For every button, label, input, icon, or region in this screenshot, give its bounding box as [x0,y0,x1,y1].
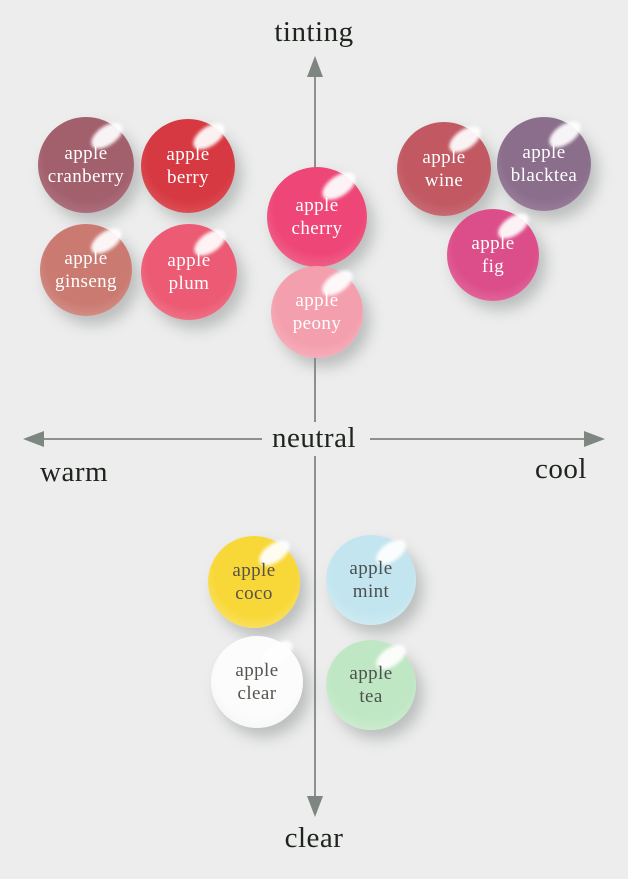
swatch-label-line2: peony [292,313,342,334]
arrow-up-icon [307,56,323,77]
swatch-label-line1: apple [64,248,108,269]
swatch-apple-fig: apple fig [447,208,539,301]
horizontal-axis-line-left [32,438,262,440]
swatch-apple-mint: apple mint [326,534,416,625]
swatch-apple-berry: apple berry [141,118,235,213]
swatch-label: apple coco [208,536,300,628]
swatch-apple-blacktea: apple blacktea [497,116,591,211]
swatch-label-line2: fig [481,256,505,277]
swatch-apple-cherry: apple cherry [267,166,367,267]
horizontal-axis-line-right [370,438,596,440]
swatch-label-line2: berry [166,167,210,188]
swatch-apple-wine: apple wine [397,121,491,216]
swatch-label-line2: ginseng [55,271,117,292]
swatch-label: apple cherry [267,167,367,267]
swatch-label: apple blacktea [497,117,591,211]
swatch-label-line1: apple [522,142,566,163]
swatch-apple-cranberry: apple cranberry [38,116,134,213]
axis-label-warm: warm [40,456,109,488]
swatch-label: apple mint [326,535,416,625]
swatch-apple-plum: apple plum [141,223,237,320]
swatch-label: apple tea [326,640,416,730]
swatch-label-line1: apple [167,250,211,271]
arrow-down-icon [307,796,323,817]
arrow-left-icon [23,431,44,447]
swatch-label-line1: apple [422,147,466,168]
vertical-axis-line-bottom [314,456,316,798]
swatch-apple-ginseng: apple ginseng [40,223,132,316]
swatch-label-line1: apple [64,143,108,164]
swatch-label-line1: apple [471,233,515,254]
swatch-label-line2: mint [352,581,390,602]
swatch-label-line1: apple [235,660,279,681]
axis-label-tinting: tinting [274,16,354,48]
swatch-apple-peony: apple peony [271,265,363,358]
swatch-label-line1: apple [232,560,276,581]
swatch-label-line2: plum [168,273,210,294]
arrow-right-icon [584,431,605,447]
swatch-label: apple clear [211,636,303,728]
swatch-label-line2: blacktea [510,165,578,186]
swatch-apple-clear: apple clear [211,635,303,728]
swatch-label-line2: tea [359,686,383,707]
axis-label-neutral: neutral [271,422,356,454]
swatch-label: apple fig [447,209,539,301]
swatch-label-line1: apple [166,144,210,165]
swatch-label-line2: cherry [291,218,343,239]
swatch-label-line2: wine [424,170,464,191]
swatch-label: apple plum [141,224,237,320]
swatch-label-line2: clear [237,683,277,704]
swatch-label-line1: apple [349,558,393,579]
swatch-label: apple cranberry [38,117,134,213]
swatch-label-line1: apple [295,195,339,216]
swatch-label-line1: apple [295,290,339,311]
swatch-label: apple peony [271,266,363,358]
swatch-label: apple wine [397,122,491,216]
swatch-apple-tea: apple tea [326,639,416,730]
swatch-apple-coco: apple coco [208,535,300,628]
swatch-label: apple ginseng [40,224,132,316]
axis-label-clear: clear [284,822,344,854]
swatch-label-line2: coco [235,583,273,604]
axis-label-cool: cool [535,453,587,485]
swatch-label: apple berry [141,119,235,213]
swatch-label-line1: apple [349,663,393,684]
swatch-label-line2: cranberry [47,166,125,187]
